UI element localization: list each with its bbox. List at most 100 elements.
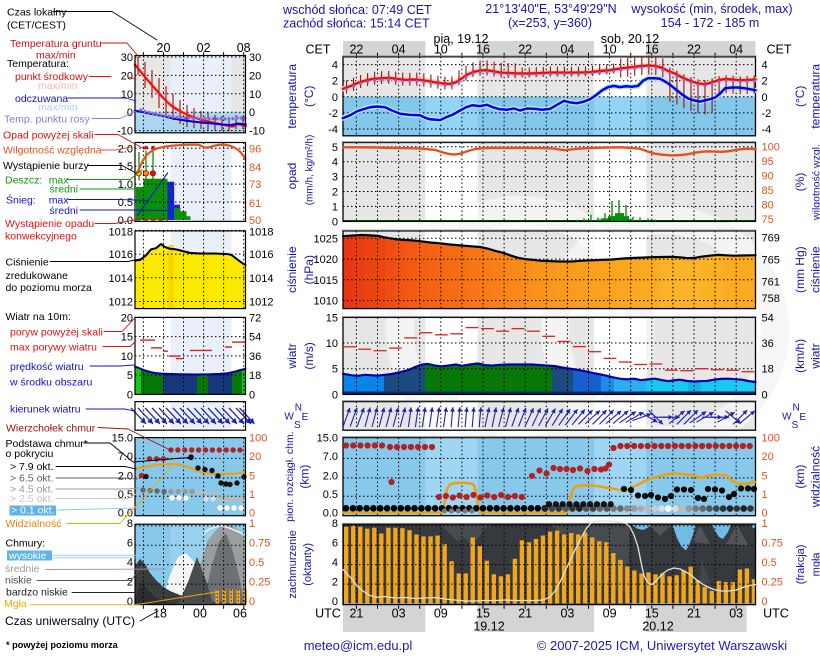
svg-text:10: 10 bbox=[249, 89, 261, 101]
svg-text:(°C): (°C) bbox=[793, 86, 807, 107]
svg-text:75: 75 bbox=[762, 214, 774, 226]
svg-text:100: 100 bbox=[249, 433, 267, 445]
svg-text:Śnieg:: Śnieg: bbox=[6, 193, 36, 206]
svg-text:niskie: niskie bbox=[5, 574, 32, 586]
svg-text:765: 765 bbox=[762, 254, 780, 266]
svg-text:1014: 1014 bbox=[249, 273, 273, 285]
svg-text:wiatr: wiatr bbox=[285, 343, 299, 369]
svg-text:100: 100 bbox=[762, 433, 780, 445]
svg-text:0.5: 0.5 bbox=[118, 489, 133, 501]
svg-text:02: 02 bbox=[197, 41, 211, 55]
svg-text:© 2007-2025 ICM, Uniwersytet W: © 2007-2025 ICM, Uniwersytet Warszawski bbox=[537, 638, 788, 653]
svg-text:(x=253, y=360): (x=253, y=360) bbox=[508, 16, 592, 30]
svg-text:1018: 1018 bbox=[249, 227, 273, 239]
svg-text:(CET/CEST): (CET/CEST) bbox=[7, 20, 66, 32]
svg-text:0.5: 0.5 bbox=[762, 557, 777, 569]
svg-text:2.0: 2.0 bbox=[323, 471, 338, 483]
svg-text:opad: opad bbox=[285, 163, 299, 190]
svg-text:2: 2 bbox=[332, 187, 338, 199]
svg-text:09: 09 bbox=[603, 607, 617, 621]
svg-text:mgła: mgła bbox=[811, 552, 820, 577]
svg-text:(km/h): (km/h) bbox=[793, 339, 807, 373]
svg-text:04: 04 bbox=[729, 43, 743, 57]
svg-text:61: 61 bbox=[249, 198, 261, 210]
svg-text:prędkość wiatru: prędkość wiatru bbox=[10, 361, 84, 373]
svg-text:1016: 1016 bbox=[109, 249, 133, 261]
svg-text:(°C): (°C) bbox=[302, 86, 316, 107]
svg-text:Temperatura:: Temperatura: bbox=[7, 58, 69, 70]
svg-text:S: S bbox=[294, 420, 301, 431]
svg-text:-2: -2 bbox=[328, 108, 338, 120]
svg-text:CET: CET bbox=[306, 43, 331, 57]
svg-text:meteo@icm.edu.pl: meteo@icm.edu.pl bbox=[304, 638, 413, 653]
svg-text:0: 0 bbox=[249, 107, 255, 119]
svg-text:1: 1 bbox=[249, 489, 255, 501]
svg-text:> 7.9 okt.: > 7.9 okt. bbox=[10, 461, 54, 473]
svg-text:85: 85 bbox=[762, 185, 774, 197]
svg-text:zachmurzenie: zachmurzenie bbox=[287, 530, 299, 598]
svg-text:20.12: 20.12 bbox=[642, 620, 673, 634]
svg-text:0: 0 bbox=[332, 92, 338, 104]
svg-text:4: 4 bbox=[332, 557, 338, 569]
svg-text:Czas lokalny: Czas lokalny bbox=[7, 7, 67, 19]
svg-text:30: 30 bbox=[249, 52, 261, 64]
svg-text:Wilgotność względna: Wilgotność względna bbox=[3, 145, 102, 157]
svg-text:Opad powyżej skali: Opad powyżej skali bbox=[3, 129, 93, 141]
svg-text:21: 21 bbox=[518, 607, 532, 621]
svg-text:Temp. punktu rosy: Temp. punktu rosy bbox=[4, 113, 91, 125]
svg-text:Wystąpienie opadu: Wystąpienie opadu bbox=[5, 218, 94, 230]
svg-text:1012: 1012 bbox=[249, 297, 273, 309]
svg-text:95: 95 bbox=[762, 156, 774, 168]
svg-text:15.0: 15.0 bbox=[317, 433, 338, 445]
svg-text:0: 0 bbox=[762, 596, 768, 608]
svg-text:o pokryciu: o pokryciu bbox=[6, 448, 54, 460]
svg-text:0.25: 0.25 bbox=[249, 577, 270, 589]
svg-text:wysokość (min, środek, max): wysokość (min, środek, max) bbox=[630, 2, 792, 16]
svg-text:> 2.5 okt.: > 2.5 okt. bbox=[10, 493, 54, 505]
svg-text:10: 10 bbox=[121, 89, 133, 101]
svg-text:154 - 172 - 185 m: 154 - 172 - 185 m bbox=[661, 16, 760, 30]
svg-text:2: 2 bbox=[332, 76, 338, 88]
svg-text:0: 0 bbox=[127, 596, 133, 608]
svg-text:Wierzchołek chmur: Wierzchołek chmur bbox=[6, 423, 96, 435]
svg-text:73: 73 bbox=[249, 179, 261, 191]
svg-text:0.5: 0.5 bbox=[323, 489, 338, 501]
svg-text:Chmury:: Chmury: bbox=[6, 537, 46, 549]
svg-text:80: 80 bbox=[762, 200, 774, 212]
svg-text:0.5: 0.5 bbox=[249, 557, 264, 569]
svg-text:18: 18 bbox=[249, 370, 261, 382]
svg-text:18: 18 bbox=[153, 607, 167, 621]
svg-text:W: W bbox=[782, 411, 792, 422]
svg-text:15.0: 15.0 bbox=[112, 433, 133, 445]
svg-text:22: 22 bbox=[687, 43, 701, 57]
svg-text:konwekcyjnego: konwekcyjnego bbox=[5, 230, 77, 242]
svg-text:36: 36 bbox=[762, 338, 774, 350]
svg-text:do poziomu morza: do poziomu morza bbox=[6, 282, 93, 294]
svg-text:8: 8 bbox=[332, 518, 338, 530]
svg-text:06: 06 bbox=[233, 607, 247, 621]
svg-text:CET: CET bbox=[767, 43, 792, 57]
svg-text:pion. rozciągł. chm.: pion. rozciągł. chm. bbox=[284, 431, 296, 521]
svg-text:ciśnienie: ciśnienie bbox=[809, 246, 820, 293]
svg-text:96: 96 bbox=[249, 143, 261, 155]
svg-text:54: 54 bbox=[762, 312, 774, 324]
svg-text:widzialność: widzialność bbox=[809, 446, 820, 508]
svg-text:1010: 1010 bbox=[314, 296, 338, 308]
svg-text:-10: -10 bbox=[249, 126, 265, 138]
svg-text:wschód słońca: 07:49 CET: wschód słońca: 07:49 CET bbox=[282, 3, 432, 17]
svg-text:średnie: średnie bbox=[5, 563, 40, 575]
svg-text:5: 5 bbox=[249, 471, 255, 483]
svg-text:2.0: 2.0 bbox=[118, 471, 133, 483]
svg-text:04: 04 bbox=[392, 43, 406, 57]
svg-text:15: 15 bbox=[121, 332, 133, 344]
svg-text:(frakcja): (frakcja) bbox=[795, 545, 807, 585]
svg-text:(mm Hg): (mm Hg) bbox=[793, 246, 807, 293]
svg-text:36: 36 bbox=[249, 351, 261, 363]
svg-text:2: 2 bbox=[762, 76, 768, 88]
svg-text:761: 761 bbox=[762, 276, 780, 288]
svg-text:15: 15 bbox=[476, 607, 490, 621]
svg-text:5: 5 bbox=[332, 364, 338, 376]
svg-text:Widzialność: Widzialność bbox=[6, 518, 62, 530]
svg-text:5: 5 bbox=[762, 471, 768, 483]
svg-text:0.5: 0.5 bbox=[118, 197, 133, 209]
